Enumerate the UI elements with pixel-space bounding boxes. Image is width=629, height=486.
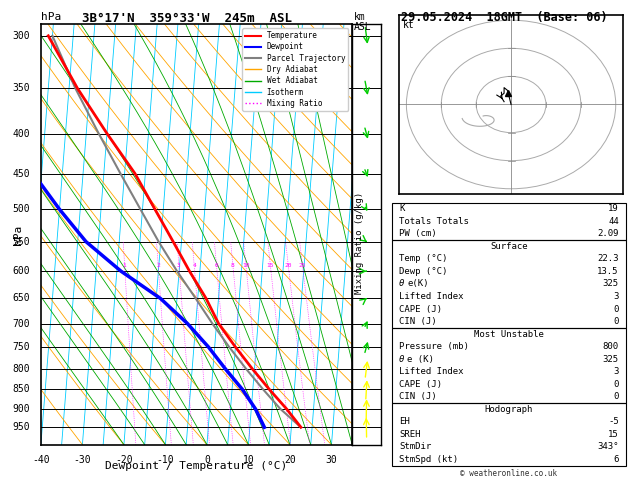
Text: e (K): e (K) — [407, 355, 434, 364]
Text: 20: 20 — [284, 263, 292, 268]
Text: hPa: hPa — [13, 225, 23, 244]
Text: 800: 800 — [603, 342, 619, 351]
Text: 4: 4 — [192, 263, 196, 268]
Text: 3B°17'N  359°33'W  245m  ASL: 3B°17'N 359°33'W 245m ASL — [82, 12, 292, 25]
Text: -10: -10 — [157, 455, 174, 465]
Text: -40: -40 — [32, 455, 50, 465]
Text: 950: 950 — [13, 422, 30, 432]
Bar — [392, 403, 626, 466]
Text: StmSpd (kt): StmSpd (kt) — [399, 455, 458, 464]
Text: 850: 850 — [13, 384, 30, 395]
Text: 300: 300 — [13, 31, 30, 41]
Text: CAPE (J): CAPE (J) — [399, 305, 442, 313]
Text: 8: 8 — [231, 263, 235, 268]
Text: 5: 5 — [359, 207, 364, 216]
Text: -5: -5 — [608, 417, 619, 426]
Legend: Temperature, Dewpoint, Parcel Trajectory, Dry Adiabat, Wet Adiabat, Isotherm, Mi: Temperature, Dewpoint, Parcel Trajectory… — [242, 28, 348, 111]
Text: 1: 1 — [123, 263, 126, 268]
Text: 3: 3 — [177, 263, 181, 268]
Text: 15: 15 — [267, 263, 274, 268]
Text: hPa: hPa — [41, 12, 61, 22]
Text: Hodograph: Hodograph — [485, 405, 533, 414]
Text: 6: 6 — [613, 455, 619, 464]
Text: km
ASL: km ASL — [353, 12, 371, 32]
Text: θ: θ — [399, 355, 404, 364]
Text: K: K — [399, 204, 404, 213]
Text: CIN (J): CIN (J) — [399, 392, 437, 401]
Text: PW (cm): PW (cm) — [399, 229, 437, 238]
Text: 3: 3 — [613, 367, 619, 376]
X-axis label: Dewpoint / Temperature (°C): Dewpoint / Temperature (°C) — [106, 461, 287, 471]
Text: 29.05.2024  18GMT  (Base: 06): 29.05.2024 18GMT (Base: 06) — [401, 11, 608, 24]
Text: Lifted Index: Lifted Index — [399, 292, 464, 301]
Text: 6: 6 — [214, 263, 218, 268]
Text: © weatheronline.co.uk: © weatheronline.co.uk — [460, 469, 557, 478]
Text: 3: 3 — [613, 292, 619, 301]
Text: -30: -30 — [74, 455, 91, 465]
Text: 343°: 343° — [598, 442, 619, 451]
Text: e(K): e(K) — [407, 279, 428, 289]
Text: 3: 3 — [359, 318, 364, 327]
Bar — [392, 203, 626, 240]
Text: Pressure (mb): Pressure (mb) — [399, 342, 469, 351]
Text: StmDir: StmDir — [399, 442, 431, 451]
Text: kt: kt — [403, 20, 415, 30]
Text: 650: 650 — [13, 294, 30, 303]
Text: 4: 4 — [359, 264, 364, 274]
Text: SREH: SREH — [399, 430, 420, 439]
Text: 900: 900 — [13, 404, 30, 414]
Text: Mixing Ratio (g/kg): Mixing Ratio (g/kg) — [355, 192, 364, 294]
Text: Most Unstable: Most Unstable — [474, 330, 544, 339]
Text: Surface: Surface — [490, 242, 528, 251]
Text: 13.5: 13.5 — [598, 267, 619, 276]
Text: θ: θ — [399, 279, 404, 289]
Text: 0: 0 — [613, 317, 619, 326]
Text: 600: 600 — [13, 266, 30, 276]
Text: 2: 2 — [156, 263, 160, 268]
Text: 0: 0 — [613, 380, 619, 389]
Text: 2.09: 2.09 — [598, 229, 619, 238]
Text: LCL: LCL — [359, 389, 374, 398]
Text: 15: 15 — [608, 430, 619, 439]
Text: 10: 10 — [242, 263, 250, 268]
Text: 325: 325 — [603, 355, 619, 364]
Text: Dewp (°C): Dewp (°C) — [399, 267, 447, 276]
Bar — [392, 240, 626, 328]
Text: 0: 0 — [613, 392, 619, 401]
Text: 500: 500 — [13, 204, 30, 214]
Text: Totals Totals: Totals Totals — [399, 217, 469, 226]
Text: Temp (°C): Temp (°C) — [399, 255, 447, 263]
Text: 750: 750 — [13, 342, 30, 352]
Text: 550: 550 — [13, 237, 30, 247]
Text: -20: -20 — [115, 455, 133, 465]
Bar — [392, 328, 626, 403]
Text: 700: 700 — [13, 318, 30, 329]
Text: 25: 25 — [299, 263, 306, 268]
Text: 325: 325 — [603, 279, 619, 289]
Text: 6: 6 — [359, 146, 364, 156]
Text: CIN (J): CIN (J) — [399, 317, 437, 326]
Text: 0: 0 — [613, 305, 619, 313]
Text: Lifted Index: Lifted Index — [399, 367, 464, 376]
Text: 1: 1 — [359, 407, 364, 417]
Text: 22.3: 22.3 — [598, 255, 619, 263]
Text: 20: 20 — [284, 455, 296, 465]
Text: 19: 19 — [608, 204, 619, 213]
Text: 44: 44 — [608, 217, 619, 226]
Text: 450: 450 — [13, 169, 30, 178]
Text: 2: 2 — [359, 367, 364, 376]
Text: 30: 30 — [326, 455, 337, 465]
Text: 350: 350 — [13, 83, 30, 93]
Text: EH: EH — [399, 417, 409, 426]
Text: 10: 10 — [243, 455, 254, 465]
Text: 800: 800 — [13, 364, 30, 374]
Text: 7: 7 — [359, 84, 364, 93]
Text: 400: 400 — [13, 128, 30, 139]
Text: CAPE (J): CAPE (J) — [399, 380, 442, 389]
Text: 0: 0 — [204, 455, 210, 465]
